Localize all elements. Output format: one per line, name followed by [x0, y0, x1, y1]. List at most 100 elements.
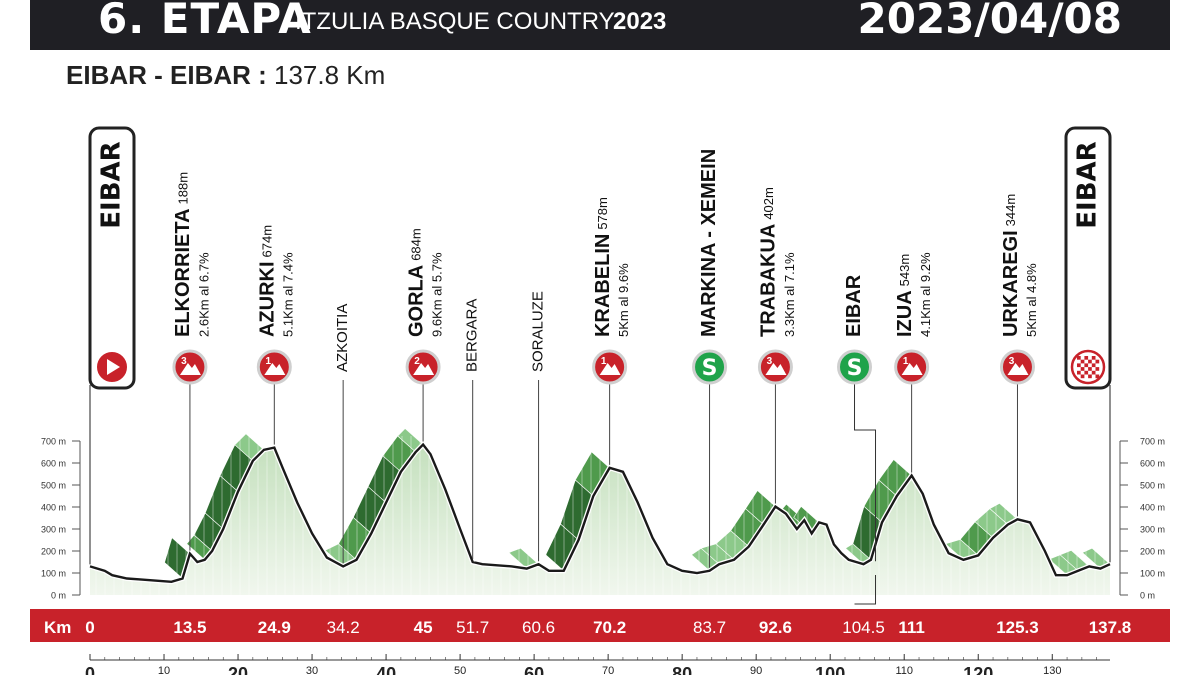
mountain-icon: [901, 363, 923, 375]
altitude: 402m: [761, 187, 776, 220]
x-tick-label: 40: [376, 664, 396, 675]
km-label: 137.8: [1089, 618, 1132, 637]
km-label: 125.3: [996, 618, 1039, 637]
y-tick-label-left: 400 m: [41, 503, 66, 513]
checker-square: [1077, 356, 1081, 360]
place-flag: [88, 126, 136, 390]
altitude: 578m: [595, 197, 610, 230]
km-label: 111: [898, 618, 925, 637]
point-bergara: 51.7 BERGARA: [456, 299, 489, 637]
stage-number: 6. ETAPA: [98, 0, 312, 43]
place-name: AZURKI: [257, 261, 279, 337]
place-name: ELKORRIETA: [172, 208, 194, 337]
y-tick-label-right: 300 m: [1140, 525, 1165, 535]
place-label: MARKINA - XEMEIN: [698, 149, 720, 337]
race-date: 2023/04/08: [857, 0, 1122, 43]
header-bar: 6. ETAPA ITZULIA BASQUE COUNTRY 2023 202…: [30, 0, 1170, 50]
place-label: SORALUZE: [530, 291, 547, 372]
km-label: 45: [414, 618, 433, 637]
km-band: [30, 609, 1170, 642]
climb-detail: 5Km al 9.6%: [616, 263, 631, 337]
y-tick-label-right: 200 m: [1140, 547, 1165, 557]
point-eibar: 0 EIBAR: [85, 126, 136, 637]
checker-square: [1095, 359, 1100, 364]
place-label: BERGARA: [464, 299, 481, 372]
checker-square: [1088, 359, 1092, 364]
y-tick-label-left: 200 m: [41, 547, 66, 557]
place-flag: [1064, 126, 1112, 390]
km-band-label: Km: [44, 618, 71, 637]
y-tick-label-left: 300 m: [41, 525, 66, 535]
mountain-icon: [179, 363, 201, 375]
km-label: 0: [85, 618, 94, 637]
place-name: BERGARA: [464, 299, 481, 372]
checker-square: [1084, 363, 1089, 368]
category-number: 3: [767, 356, 773, 367]
race-name: ITZULIA BASQUE COUNTRY: [295, 8, 615, 35]
mountain-icon: [599, 363, 621, 375]
sprint-icon-label: S: [702, 356, 718, 381]
x-tick-label: 70: [602, 665, 614, 675]
altitude: 684m: [409, 228, 424, 261]
x-tick-label: 0: [85, 664, 95, 675]
x-tick-label: 20: [228, 664, 248, 675]
altitude: 543m: [897, 254, 912, 287]
place-label: AZKOITIA: [334, 304, 351, 372]
y-tick-label-left: 500 m: [41, 481, 66, 491]
y-tick-label-right: 100 m: [1140, 569, 1165, 579]
checker-square: [1091, 363, 1096, 368]
x-tick-label: 90: [750, 665, 762, 675]
altitude: 674m: [260, 225, 275, 258]
checker-square: [1077, 370, 1081, 375]
point-gorla: 45 2 GORLA 684m 9.6Km al 5.7%: [405, 228, 444, 637]
climb-detail: 9.6Km al 5.7%: [430, 252, 445, 337]
x-tick-label: 110: [895, 665, 913, 675]
altitude: 188m: [175, 172, 190, 205]
profile-line: [89, 442, 1111, 584]
y-tick-label-right: 500 m: [1140, 481, 1165, 491]
category-number: 3: [1009, 356, 1015, 367]
play-icon: [107, 359, 120, 375]
x-tick-label: 60: [524, 664, 544, 675]
place-name: TRABAKUA: [758, 224, 780, 337]
place-label: EIBAR: [843, 274, 865, 337]
place-label: TRABAKUA 402m: [758, 187, 780, 337]
km-label: 104.5: [842, 618, 885, 637]
km-label: 51.7: [456, 618, 489, 637]
category-number: 1: [266, 356, 272, 367]
category-number: 1: [601, 356, 607, 367]
km-label: 60.6: [522, 618, 555, 637]
point-krabelin: 70.2 1 KRABELIN 578m 5Km al 9.6%: [592, 197, 631, 637]
place-name: AZKOITIA: [334, 304, 351, 372]
climb-detail: 2.6Km al 6.7%: [196, 252, 211, 337]
point-eibar: 104.5 S EIBAR: [837, 274, 885, 637]
x-tick-label: 120: [963, 664, 993, 675]
x-tick-label: 10: [158, 665, 170, 675]
point-azurki: 24.9 1 AZURKI 674m 5.1Km al 7.4%: [257, 225, 296, 637]
category-number: 3: [181, 356, 187, 367]
point-trabakua: 92.6 3 TRABAKUA 402m 3.3Km al 7.1%: [758, 187, 797, 637]
x-tick-label: 50: [454, 665, 466, 675]
checker-square: [1084, 370, 1089, 375]
point-eibar: 137.8 EIBAR: [1064, 126, 1132, 637]
point-soraluze: 60.6 SORALUZE: [522, 291, 555, 637]
x-tick-label: 100: [815, 664, 845, 675]
y-tick-label-right: 0 m: [1140, 591, 1155, 601]
mountain-icon: [1007, 363, 1029, 375]
x-tick-label: 30: [306, 665, 318, 675]
race-year: 2023: [613, 8, 667, 35]
category-number: 1: [903, 356, 909, 367]
altitude: 344m: [1003, 194, 1018, 227]
climb-detail: 3.3Km al 7.1%: [782, 252, 797, 337]
mountain-icon: [765, 363, 787, 375]
route-title: EIBAR - EIBAR : 137.8 Km: [66, 60, 385, 91]
place-name: GORLA: [405, 265, 427, 337]
checker-square: [1080, 367, 1085, 371]
category-number: 2: [414, 356, 420, 367]
point-urkaregi: 125.3 3 URKAREGI 344m 5Km al 4.8%: [996, 194, 1039, 637]
route-start-finish: EIBAR - EIBAR :: [66, 60, 267, 90]
km-label: 24.9: [258, 618, 291, 637]
climb-detail: 5.1Km al 7.4%: [281, 252, 296, 337]
km-label: 34.2: [327, 618, 360, 637]
x-tick-label: 130: [1043, 665, 1061, 675]
